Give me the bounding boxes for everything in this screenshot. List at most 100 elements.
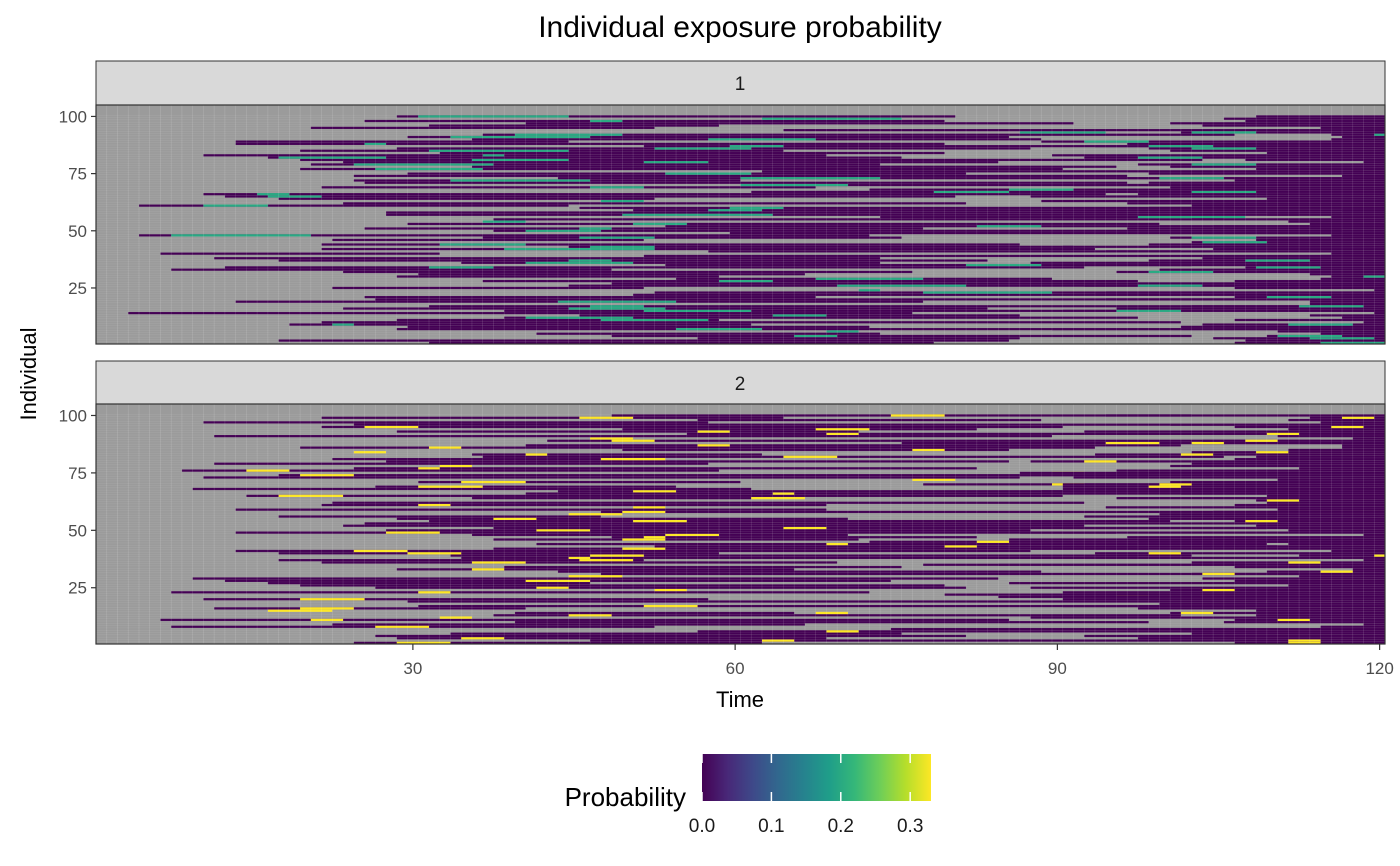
cell-run [353,451,387,454]
cell-run [1352,437,1385,440]
cell-run [1116,177,1385,180]
cell-run [1266,213,1385,216]
cell-run [1148,172,1385,175]
cell-run [471,158,569,162]
cell-run [1320,332,1385,335]
cell-run [557,177,1385,180]
cell-run [504,565,902,569]
cell-run [1094,552,1385,555]
panel-2-border [95,403,1386,645]
cell-run [203,421,709,424]
cell-run [676,327,762,331]
cell-run [428,149,569,152]
cell-run [471,165,1117,168]
cell-run [471,561,526,564]
cell-run [353,163,494,166]
cell-run [1288,529,1385,532]
panel-1-strip-label: 1 [735,74,746,95]
cell-run [1256,524,1385,527]
cell-run [1148,552,1181,555]
cell-run [310,618,344,622]
cell-run [611,536,977,539]
cell-run [536,332,881,335]
cell-run [1256,639,1385,642]
cell-run [579,416,634,419]
cell-run [525,316,634,319]
cell-run [1320,254,1385,258]
cell-run [1320,341,1385,344]
cell-run [622,213,773,216]
cell-run [1116,307,1385,310]
cell-run [1363,623,1385,626]
cell-run [375,586,967,589]
cell-run [396,430,859,433]
cell-run [1116,309,1181,312]
cell-run [976,225,1042,228]
cell-run [1223,117,1385,120]
cell-run [1105,250,1385,253]
cell-run [1137,540,1385,543]
cell-run [1137,163,1385,166]
cell-run [289,323,752,326]
cell-run [235,508,827,511]
cell-run [1159,483,1192,486]
cell-run [1363,321,1385,324]
cell-run [203,598,709,601]
legend-tick-label: 0.3 [897,816,923,837]
panel-2-strip-label: 2 [735,374,746,395]
cell-run [418,604,1246,608]
cell-run [772,492,795,495]
cell-run [428,266,494,269]
cell-run [461,480,526,484]
cell-run [1342,444,1385,447]
cell-run [1062,309,1385,312]
cell-run [1105,291,1385,294]
cell-run [353,641,762,644]
y-tick-label: 50 [68,521,87,540]
cell-run [815,277,924,280]
cell-run [364,295,816,299]
cell-run [568,245,1074,248]
y-tick-label: 100 [59,107,87,126]
cell-run [343,524,1085,527]
cell-run [1073,188,1385,191]
cell-run [536,529,591,532]
cell-run [471,533,848,537]
cell-run [1320,625,1385,628]
cell-run [504,309,1385,312]
y-tick-label: 75 [68,165,87,184]
cell-run [643,145,1246,148]
cell-run [1191,241,1385,244]
legend-colorbar [702,754,931,801]
cell-run [461,556,1138,560]
cell-run [1288,323,1353,326]
cell-run [665,533,720,537]
panel-2-y-axis: 25 50 75 100 [59,406,96,598]
cell-run [654,588,687,592]
cell-run [890,627,1246,631]
cell-run [1245,439,1278,442]
cell-run [1385,550,1400,552]
cell-run [1180,453,1214,456]
cell-run [278,197,655,200]
cell-run [547,439,1321,442]
cell-run [1019,474,1385,477]
cell-run [1137,156,1203,159]
cell-run [450,554,1192,557]
x-tick-label: 30 [403,659,422,678]
cell-run [364,142,387,146]
cell-run [826,630,859,633]
cell-run [719,279,773,283]
cell-run [1191,218,1385,221]
cell-run [332,238,644,242]
cell-run [1342,174,1385,178]
cell-run [353,467,977,470]
cell-run [396,517,848,520]
cell-run [321,503,827,507]
cell-run [1094,453,1385,456]
cell-run [1256,455,1385,458]
cell-run [633,490,677,493]
cell-run [1234,425,1385,429]
cell-run [203,476,1020,479]
